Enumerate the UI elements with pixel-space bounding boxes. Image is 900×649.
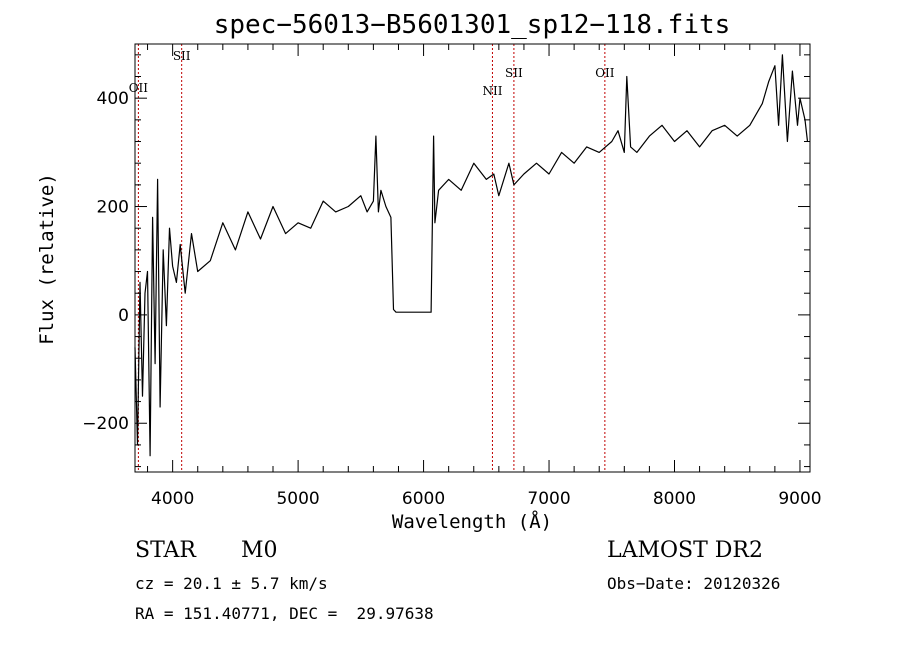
x-axis-label: Wavelength (Å) xyxy=(392,510,552,533)
line-marker-label: OII xyxy=(129,81,149,95)
line-marker-label: SII xyxy=(505,66,523,80)
x-tick-label: 8000 xyxy=(653,489,696,509)
y-tick-label: 200 xyxy=(97,198,129,218)
y-tick-label: 0 xyxy=(118,306,129,326)
x-tick-label: 9000 xyxy=(778,489,821,509)
y-tick-label: −200 xyxy=(82,414,129,434)
line-marker-label: SII xyxy=(173,49,191,63)
x-tick-label: 5000 xyxy=(276,489,319,509)
redshift-text: cz = 20.1 ± 5.7 km/s xyxy=(135,574,328,593)
y-tick-label: 400 xyxy=(97,89,129,109)
line-marker-label: OII xyxy=(595,66,615,80)
x-tick-label: 7000 xyxy=(527,489,570,509)
x-tick-label: 4000 xyxy=(151,489,194,509)
chart-title: spec−56013−B5601301_sp12−118.fits xyxy=(214,10,731,40)
plot-frame xyxy=(134,43,811,473)
survey-name: LAMOST DR2 xyxy=(607,538,763,563)
x-tick-label: 6000 xyxy=(402,489,445,509)
object-class: STAR xyxy=(135,538,196,563)
obs-date-text: Obs−Date: 20120326 xyxy=(607,574,781,593)
y-axis-label: Flux (relative) xyxy=(36,173,58,345)
y-axis-ticks: −200 0 200 400 xyxy=(82,54,810,468)
x-axis-ticks: 4000 5000 6000 7000 8000 9000 xyxy=(147,44,822,509)
coordinates-text: RA = 151.40771, DEC = 29.97638 xyxy=(135,604,434,623)
spectrum-series-line xyxy=(134,54,809,457)
line-marker-label: NII xyxy=(482,84,502,98)
object-subclass: M0 xyxy=(241,538,278,563)
